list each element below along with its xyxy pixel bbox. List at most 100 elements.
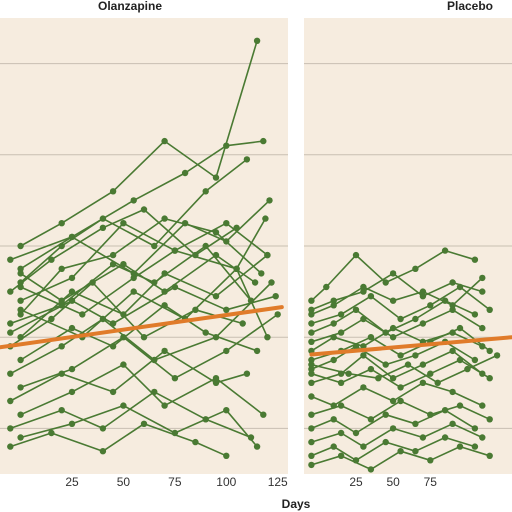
data-point (212, 375, 220, 382)
data-point (308, 425, 315, 432)
data-point (471, 443, 479, 450)
data-point (441, 247, 449, 254)
data-point (239, 320, 246, 327)
data-point (360, 352, 367, 359)
data-point (493, 352, 501, 359)
data-point (389, 297, 397, 304)
data-point (308, 320, 315, 327)
data-point (419, 320, 427, 327)
data-point (223, 452, 230, 459)
x-tick-label: 75 (424, 475, 438, 489)
data-point (330, 356, 337, 364)
data-point (161, 402, 168, 409)
gridlines-placebo (304, 63, 512, 429)
data-point (308, 365, 315, 373)
data-point (441, 434, 449, 441)
data-point (367, 416, 375, 423)
x-tick-label: 75 (168, 475, 182, 489)
x-tick-labels-olanzapine: 25 50 75 100 125 (65, 475, 288, 489)
data-point (161, 215, 168, 222)
data-point (308, 306, 315, 313)
data-point (7, 320, 14, 327)
data-point (352, 429, 360, 437)
data-point (253, 347, 261, 355)
data-point (397, 315, 404, 323)
data-point (449, 306, 456, 313)
data-point (337, 402, 345, 409)
data-point (330, 402, 337, 409)
data-point (223, 220, 230, 227)
subject-line (20, 363, 264, 416)
data-point (233, 265, 240, 272)
data-point (151, 279, 158, 286)
data-point (120, 220, 127, 227)
data-point (449, 302, 456, 309)
data-point (352, 457, 360, 464)
x-axis-label: Days (282, 497, 311, 511)
data-point (17, 384, 24, 391)
data-point (479, 288, 486, 295)
data-point (171, 247, 179, 254)
data-point (161, 137, 168, 145)
panel-title-olanzapine: Olanzapine (98, 0, 162, 13)
data-point (258, 270, 265, 277)
data-point (337, 329, 345, 336)
data-point (192, 251, 199, 259)
data-point (308, 311, 315, 318)
data-point (419, 361, 427, 368)
data-point (479, 402, 486, 409)
data-point (58, 242, 65, 250)
data-point (130, 270, 137, 277)
x-tick-labels-placebo: 25 50 75 (349, 475, 437, 489)
data-point (464, 365, 471, 373)
data-point (223, 142, 230, 149)
data-point (262, 215, 269, 222)
data-point (99, 315, 107, 323)
data-point (68, 288, 76, 295)
data-point (89, 279, 96, 286)
data-point (140, 206, 148, 213)
subject-line (20, 158, 248, 284)
data-point (79, 311, 86, 318)
trend-line-placebo (309, 335, 512, 357)
data-point (202, 188, 209, 195)
data-point (68, 388, 76, 396)
data-point (471, 311, 479, 318)
data-point (397, 384, 404, 391)
data-point (308, 361, 315, 368)
subject-line (20, 222, 268, 302)
data-point (251, 279, 259, 286)
data-point (367, 334, 375, 341)
data-point (7, 329, 14, 336)
data-point (48, 256, 55, 263)
data-point (486, 347, 493, 355)
data-point (337, 452, 345, 459)
subject-line (10, 422, 227, 457)
subject-line (20, 404, 258, 448)
data-point (260, 411, 267, 418)
data-point (68, 233, 76, 241)
data-point (140, 334, 148, 341)
data-point (272, 293, 279, 300)
data-point (471, 256, 479, 263)
data-point (7, 370, 14, 377)
subject-line (20, 267, 269, 339)
data-point (68, 297, 76, 304)
data-point (171, 375, 179, 382)
data-point (456, 283, 464, 291)
data-point (308, 338, 315, 345)
data-point (17, 306, 24, 313)
data-point (130, 274, 137, 282)
data-point (212, 251, 220, 259)
data-point (449, 329, 456, 336)
data-point (479, 343, 486, 350)
x-tick-label: 50 (386, 475, 400, 489)
data-point (202, 242, 209, 250)
data-point (58, 370, 65, 377)
data-point (202, 416, 209, 423)
data-point (274, 311, 281, 318)
data-point (367, 293, 375, 300)
data-point (223, 238, 230, 245)
data-point (253, 37, 261, 44)
data-point (308, 461, 315, 469)
